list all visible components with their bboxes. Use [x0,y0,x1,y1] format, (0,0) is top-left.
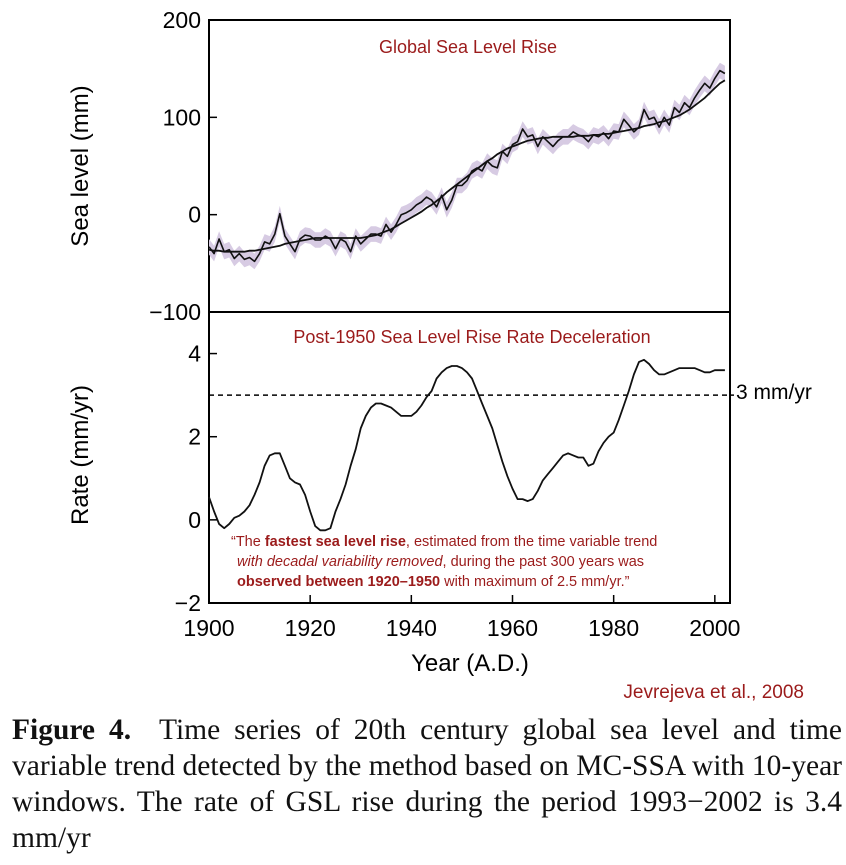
top-y-axis-label: Sea level (mm) [67,85,94,246]
bottom-y-ticks: 4 2 0 −2 [175,341,217,616]
annotation-mid-1: , estimated from the time variable trend [406,534,657,550]
caption-text: Time series of 20th century global sea l… [12,714,843,854]
sea-level-figure: 200 100 0 −100 Global Sea Level Rise Sea le… [67,7,812,677]
top-ytick-label: 0 [188,202,201,228]
bottom-panel: 4 2 0 −2 1900 1920 1940 1960 1980 2000 Post-1950… [67,311,812,677]
rate-line [208,358,725,532]
bottom-ytick-label: −2 [175,590,201,616]
x-axis-label: Year (A.D.) [411,650,529,677]
top-plot-area [208,62,726,270]
x-tick-label: 2000 [689,615,740,641]
uncertainty-band [209,62,725,270]
top-panel-frame [208,19,731,313]
x-tick-label: 1900 [183,615,234,641]
top-ytick-label: 200 [163,7,201,33]
reference-line-label: 3 mm/yr [736,381,812,404]
bottom-x-ticks: 1900 1920 1940 1960 1980 2000 [183,595,740,641]
annotation-line-1: “The fastest sea level rise, estimated f… [231,534,657,550]
bottom-chart-title: Post-1950 Sea Level Rise Rate Decelerati… [293,327,650,347]
bottom-y-axis-label: Rate (mm/yr) [67,385,94,525]
bottom-panel-frame [208,311,731,604]
top-chart-title: Global Sea Level Rise [379,37,557,57]
annotation-line-3: observed between 1920–1950 with maximum … [237,574,630,590]
bottom-ytick-label: 4 [188,341,201,367]
annotation-suffix: with maximum of 2.5 mm/yr.” [440,574,630,590]
bottom-ytick-label: 0 [188,507,201,533]
x-tick-label: 1980 [588,615,639,641]
bottom-ytick-label: 2 [188,424,201,450]
sea-level-trend-line [208,79,726,253]
top-y-ticks: 200 100 0 −100 [149,7,217,325]
x-tick-label: 1920 [285,615,336,641]
annotation-bold-2: observed between 1920–1950 [237,574,440,590]
annotation-line-2: with decadal variability removed, during… [237,554,644,570]
caption-label: Figure 4. [12,714,132,746]
bottom-plot-area [208,358,734,532]
x-tick-label: 1960 [487,615,538,641]
annotation-bold-1: fastest sea level rise [265,534,406,550]
annotation-prefix: “The [231,534,265,550]
top-panel: 200 100 0 −100 Global Sea Level Rise Sea le… [67,7,731,325]
annotation-mid-2: , during the past 300 years was [443,554,645,570]
figure-caption: Figure 4. Time series of 20th century gl… [12,712,842,856]
annotation-italic: with decadal variability removed [237,554,443,570]
x-tick-label: 1940 [386,615,437,641]
top-ytick-label: 100 [163,104,201,130]
top-ytick-label: −100 [149,299,201,325]
citation: Jevrejeva et al., 2008 [623,682,804,703]
